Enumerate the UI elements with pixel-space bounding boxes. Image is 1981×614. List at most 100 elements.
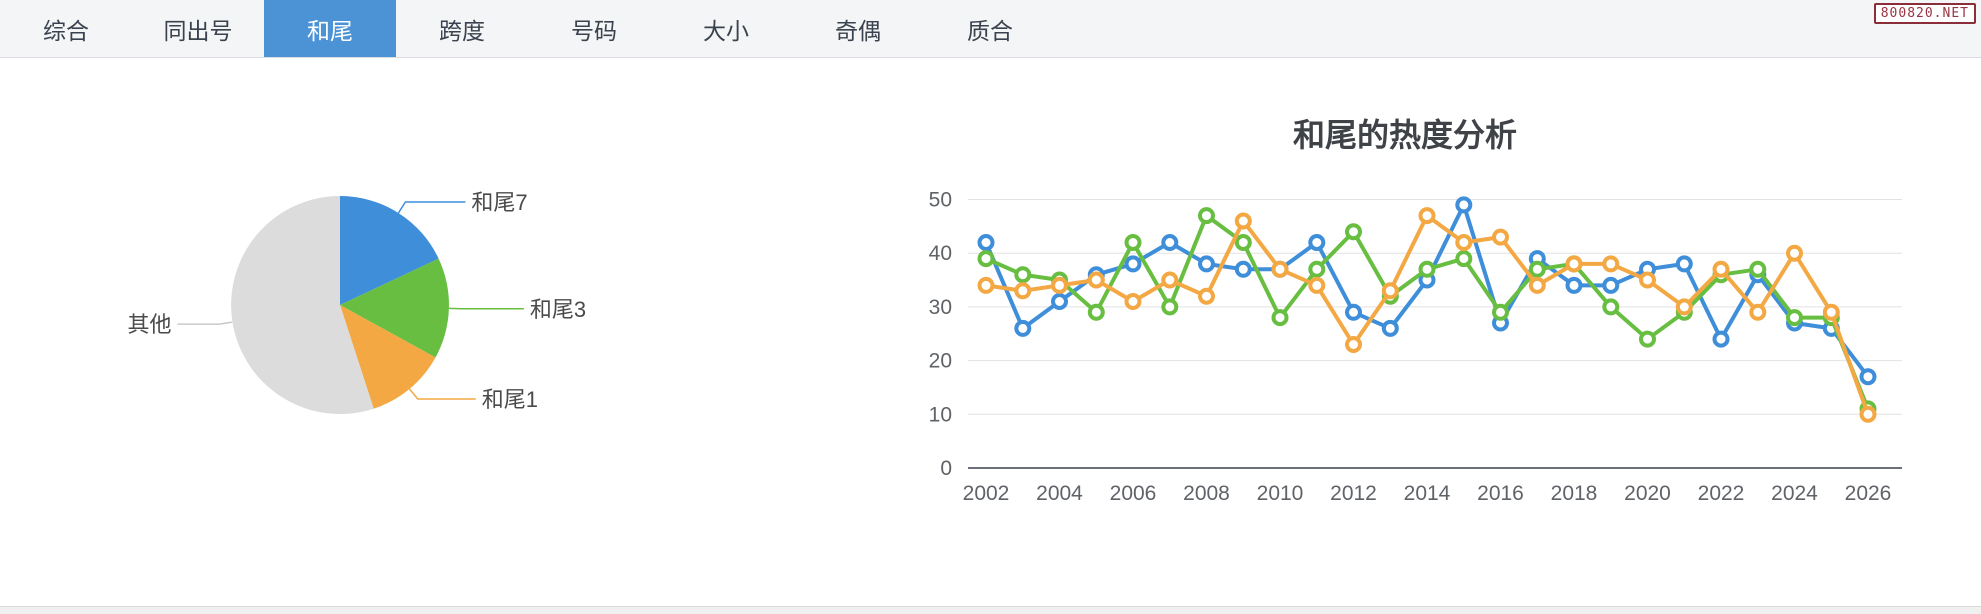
data-point-marker — [1345, 336, 1362, 353]
data-point-marker — [1712, 260, 1730, 278]
data-point-marker — [1014, 266, 1032, 284]
data-point-marker — [1418, 207, 1436, 225]
data-point-marker — [1822, 303, 1840, 321]
data-point-marker — [1528, 260, 1546, 278]
site-watermark-badge: 800820.NET — [1873, 3, 1976, 24]
pie-slice-3 — [340, 305, 436, 409]
y-axis-label: 30 — [929, 296, 952, 319]
tab-tongchuhao[interactable]: 同出号 — [163, 17, 233, 44]
data-point-marker — [1786, 244, 1803, 262]
data-point-marker — [1234, 234, 1252, 251]
x-axis-label: 2010 — [1257, 482, 1304, 505]
data-point-marker — [1014, 282, 1032, 300]
data-point-marker — [1161, 298, 1179, 316]
y-axis-label: 0 — [940, 457, 952, 480]
data-point-marker — [1418, 260, 1436, 278]
data-point-marker — [1124, 293, 1142, 310]
data-point-marker — [1308, 276, 1326, 294]
data-point-marker — [1675, 255, 1693, 273]
data-point-marker — [1198, 255, 1215, 273]
data-point-marker — [1345, 223, 1362, 241]
data-point-marker — [1492, 303, 1509, 321]
tab-zonghe[interactable]: 综合 — [43, 17, 89, 44]
tab-bar: 综合 同出号 和尾 跨度 号码 大小 奇偶 质合 — [0, 0, 1981, 58]
x-axis-label: 2016 — [1477, 482, 1524, 505]
data-point-marker — [1528, 276, 1546, 294]
pie-label: 其他 — [127, 312, 171, 337]
tab-daxiao[interactable]: 大小 — [703, 17, 749, 44]
data-point-marker — [1087, 303, 1105, 321]
pie-label: 和尾7 — [471, 190, 527, 215]
data-point-marker — [1124, 255, 1142, 273]
data-point-marker — [1675, 298, 1693, 316]
data-point-marker — [1455, 234, 1473, 251]
data-point-marker — [1051, 293, 1068, 310]
data-point-marker — [1198, 207, 1215, 225]
data-point-marker — [1381, 319, 1399, 337]
bottom-scrollbar-track[interactable] — [0, 606, 1981, 614]
data-point-marker — [1565, 276, 1583, 294]
line-chart-title: 和尾的热度分析 — [1293, 117, 1517, 153]
data-point-marker — [1455, 196, 1473, 214]
pie-slice-2 — [340, 258, 449, 358]
x-axis-label: 2022 — [1698, 482, 1745, 505]
data-point-marker — [1712, 330, 1730, 348]
x-axis-label: 2006 — [1110, 482, 1157, 505]
y-axis-label: 10 — [929, 403, 952, 426]
x-axis-label: 2008 — [1183, 482, 1230, 505]
hewei-distribution-pie-chart: 和尾7 和尾3 和尾1 其他 — [127, 190, 586, 414]
y-axis-label: 50 — [929, 189, 952, 212]
x-axis-label: 2002 — [963, 482, 1010, 505]
hewei-trend-line-chart: 和尾的热度分析 0 10 20 30 40 50 2002 2004 2006 2008 2010 20… — [929, 117, 1902, 505]
data-point-marker — [1161, 271, 1179, 289]
x-axis-label: 2026 — [1845, 482, 1892, 505]
data-point-marker — [977, 234, 995, 251]
tab-jiou[interactable]: 奇偶 — [835, 17, 881, 44]
tab-kuadu[interactable]: 跨度 — [439, 17, 485, 44]
y-axis-label: 40 — [929, 242, 952, 265]
pie-label: 和尾1 — [482, 387, 538, 412]
data-point-marker — [1749, 303, 1767, 321]
data-point-marker — [1565, 255, 1583, 273]
data-point-marker — [1602, 276, 1620, 294]
pie-label-line — [177, 321, 233, 325]
data-point-marker — [1014, 319, 1032, 337]
data-point-marker — [1492, 228, 1509, 246]
data-point-marker — [1602, 298, 1620, 316]
pie-label: 和尾3 — [530, 297, 586, 322]
y-axis-label: 20 — [929, 350, 952, 373]
data-point-marker — [1051, 276, 1068, 294]
data-point-marker — [1308, 260, 1326, 278]
tab-zhihe[interactable]: 质合 — [967, 17, 1013, 44]
x-axis-label: 2004 — [1036, 482, 1083, 505]
x-axis-label: 2012 — [1330, 482, 1377, 505]
data-point-marker — [1087, 271, 1105, 289]
data-point-marker — [1308, 234, 1326, 251]
data-point-marker — [1859, 405, 1877, 423]
data-point-marker — [1271, 260, 1289, 278]
data-point-marker — [1786, 309, 1803, 327]
x-axis-label: 2018 — [1551, 482, 1598, 505]
pie-label-line — [408, 388, 476, 400]
data-point-marker — [1639, 271, 1656, 289]
data-point-marker — [1271, 309, 1289, 327]
data-point-marker — [1859, 368, 1877, 386]
data-point-marker — [1124, 234, 1142, 251]
data-point-marker — [1381, 282, 1399, 300]
data-point-marker — [1345, 303, 1362, 321]
x-axis-label: 2024 — [1771, 482, 1818, 505]
data-point-marker — [1602, 255, 1620, 273]
tab-hewei[interactable]: 和尾 — [264, 0, 396, 57]
data-point-marker — [1198, 287, 1215, 305]
data-point-marker — [1161, 234, 1179, 251]
pie-slice-1 — [340, 196, 439, 305]
tab-haoma[interactable]: 号码 — [571, 17, 617, 44]
data-point-marker — [1639, 330, 1656, 348]
data-point-marker — [1455, 250, 1473, 268]
data-point-marker — [977, 276, 995, 294]
x-axis-label: 2020 — [1624, 482, 1671, 505]
data-point-marker — [1749, 260, 1767, 278]
data-point-marker — [1234, 260, 1252, 278]
pie-label-line — [397, 201, 466, 214]
